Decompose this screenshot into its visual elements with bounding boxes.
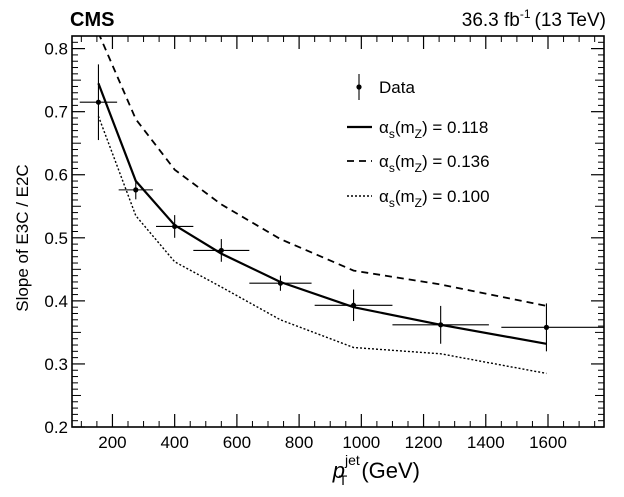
luminosity-label: 36.3 fb-1 (13 TeV) xyxy=(462,7,606,31)
legend-label-part: ) = 0.118 xyxy=(422,118,488,137)
legend-label: αs(mZ) = 0.118 xyxy=(379,118,488,141)
data-point xyxy=(350,302,357,308)
legend-label-part: ) = 0.136 xyxy=(422,152,490,171)
x-axis-unit: (GeV) xyxy=(361,458,420,483)
legend-label-part: s xyxy=(389,127,395,141)
legend-label-part: (m xyxy=(395,152,415,171)
x-tick-label: 200 xyxy=(98,433,126,452)
data-point xyxy=(218,247,224,254)
data-point xyxy=(95,99,102,105)
y-tick-label: 0.6 xyxy=(44,166,68,185)
legend-label-part: Z xyxy=(415,196,422,210)
luminosity-exponent: -1 xyxy=(520,7,531,21)
legend-data-marker xyxy=(356,84,362,90)
x-tick-label: 800 xyxy=(285,433,313,452)
y-tick-label: 0.5 xyxy=(44,229,68,248)
experiment-label: CMS xyxy=(70,9,114,31)
legend-label-part: ) = 0.100 xyxy=(422,187,490,206)
data-point xyxy=(172,223,178,230)
plot-area xyxy=(71,35,605,428)
legend-label: αs(mZ) = 0.136 xyxy=(379,152,490,175)
data-point xyxy=(277,280,284,286)
y-tick-label: 0.2 xyxy=(44,418,68,437)
legend-label-part: Z xyxy=(415,161,422,175)
model-curves xyxy=(97,36,547,375)
legend-label-part: Z xyxy=(415,127,422,141)
x-tick-label: 1200 xyxy=(405,433,443,452)
series-line-solid xyxy=(97,82,547,345)
data-point xyxy=(133,187,139,193)
y-tick-label: 0.4 xyxy=(44,292,68,311)
axis-ticks: 200 400 600 800 1000 1200 1400 1600 0.2 0.3 0.4 0.5… xyxy=(44,36,604,452)
x-axis-subscript: T xyxy=(339,472,348,488)
plot-frame xyxy=(71,35,605,428)
legend-label-part: (m xyxy=(395,118,415,137)
series-line-dotted xyxy=(97,115,547,375)
legend-label-part: (m xyxy=(395,187,415,206)
x-tick-label: 1600 xyxy=(529,433,567,452)
x-tick-label: 600 xyxy=(223,433,251,452)
luminosity-energy: (13 TeV) xyxy=(535,10,606,31)
x-tick-label: 1400 xyxy=(467,433,505,452)
legend-label-part: α xyxy=(379,187,389,206)
x-axis-symbol: p xyxy=(332,458,345,483)
y-axis-title: Slope of E3C / E2C xyxy=(13,164,32,311)
x-tick-label: 400 xyxy=(160,433,188,452)
series-line-dashed xyxy=(98,36,547,307)
x-axis-superscript: jet xyxy=(344,452,360,468)
y-tick-label: 0.7 xyxy=(44,103,68,122)
data-point xyxy=(543,324,550,330)
legend-label-part: s xyxy=(389,161,395,175)
legend-label-part: α xyxy=(379,152,389,171)
y-tick-label: 0.3 xyxy=(44,355,68,374)
luminosity-value: 36.3 fb xyxy=(462,10,520,31)
x-axis-title: pjet T (GeV) xyxy=(332,452,420,488)
legend-label-part: s xyxy=(389,196,395,210)
legend-label: αs(mZ) = 0.100 xyxy=(379,187,490,210)
legend-label: Data xyxy=(379,78,415,97)
data-point xyxy=(438,322,444,328)
data-points xyxy=(79,64,604,352)
y-tick-label: 0.8 xyxy=(44,40,68,59)
legend-label-part: α xyxy=(379,118,389,137)
x-tick-label: 1000 xyxy=(342,433,380,452)
